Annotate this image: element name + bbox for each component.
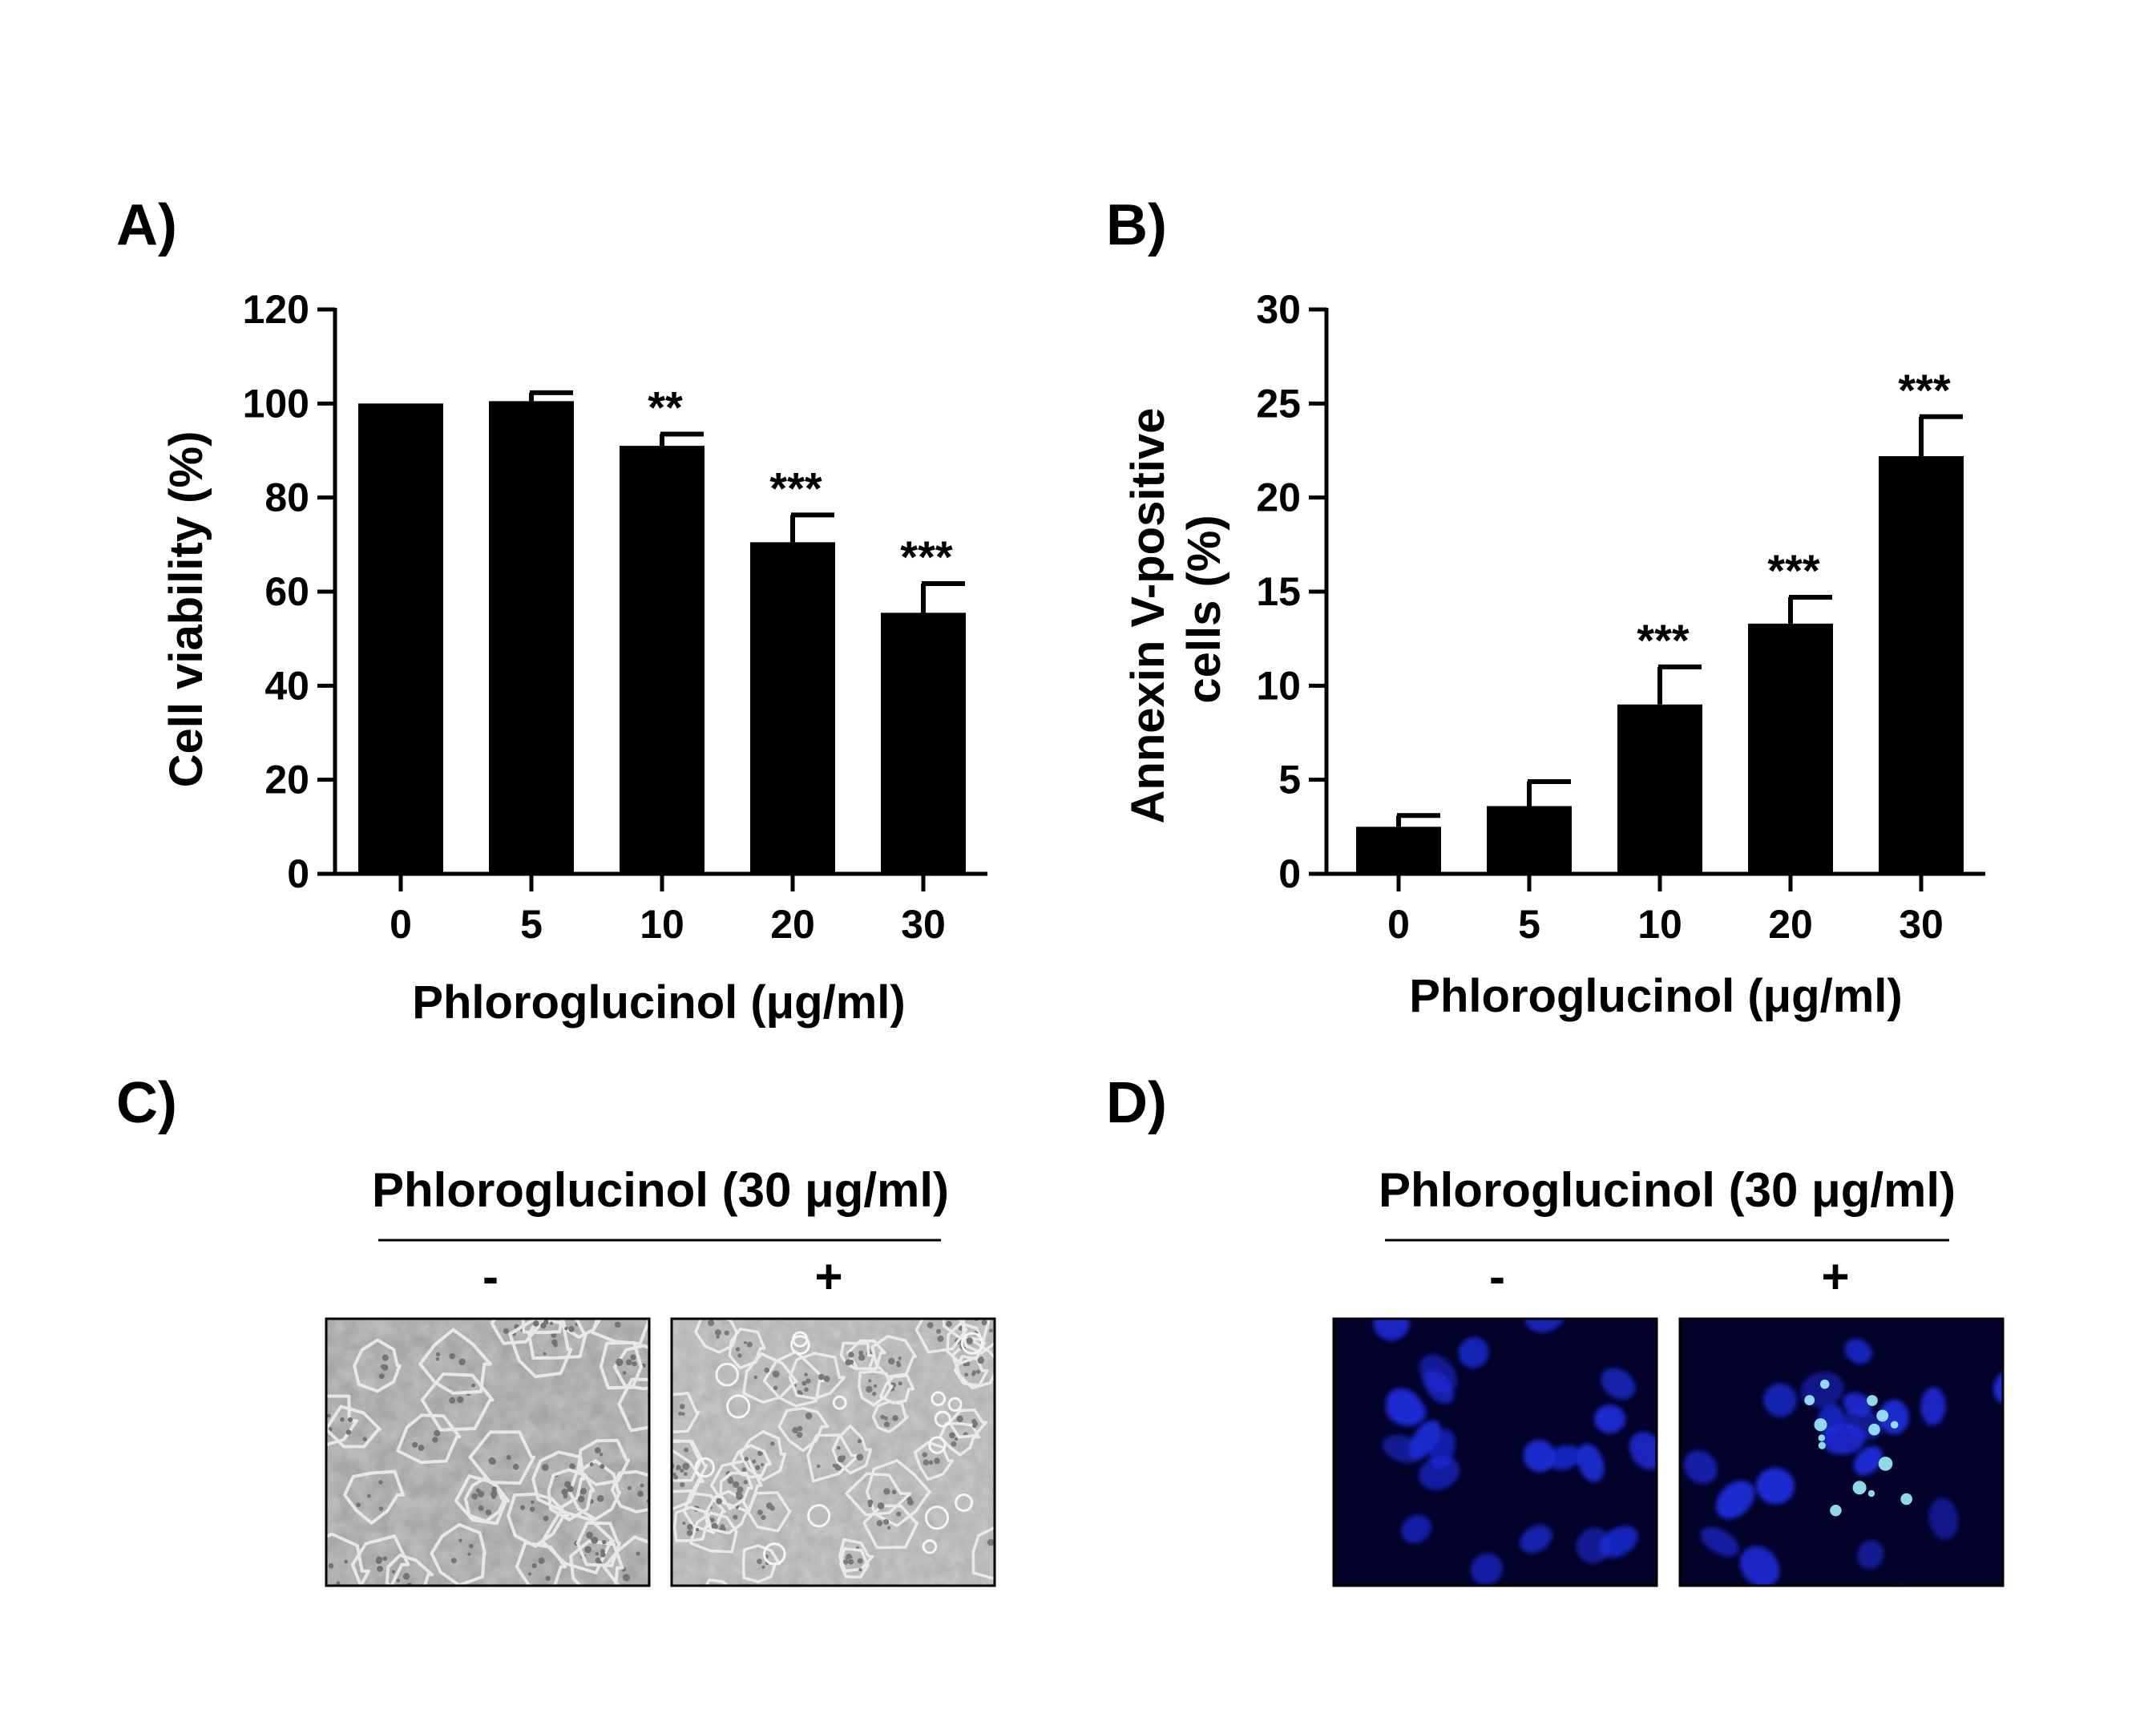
chart-b-x-tick-label: 20: [1768, 902, 1813, 947]
chart-b-annexin-positive: 0 5 10 15 20 25 30 0 5 10 *** 20 *** 30 *** Annexin V-…: [1122, 287, 1985, 1022]
chart-b-y-tick-label: 0: [1278, 851, 1301, 896]
chart-a-x-tick-label: 30: [901, 902, 946, 947]
chart-a-bar: [489, 401, 574, 874]
chart-a-y-tick-label: 40: [264, 663, 309, 708]
chart-b-y-axis-title: Annexin V-positive cells (%): [1122, 394, 1230, 823]
panel-c-treated-frame: [670, 1317, 996, 1587]
panel-d-treated-micrograph: [1680, 1319, 2003, 1586]
panel-letter-c: C): [116, 1071, 177, 1135]
chart-a-y-tick-label: 60: [264, 569, 309, 614]
chart-b-y-axis-title-line2: cells (%): [1178, 515, 1230, 703]
chart-a-x-axis-title: Phloroglucinol (μg/ml): [412, 976, 905, 1029]
panel-d-untreated-frame: [1332, 1317, 1658, 1587]
chart-b-y-tick-label: 5: [1278, 758, 1301, 802]
chart-a-x-tick-label: 0: [390, 902, 412, 947]
chart-b-y-axis-title-line1: Annexin V-positive: [1122, 408, 1174, 824]
chart-a-y-tick-label: 120: [243, 287, 309, 332]
chart-a-y-tick-label: 80: [264, 475, 309, 520]
panel-d-untreated-micrograph: [1334, 1319, 1657, 1586]
chart-b-y-tick-label: 30: [1256, 287, 1301, 332]
chart-b-x-tick-label: 10: [1637, 902, 1682, 947]
chart-b-x-tick-label: 5: [1518, 902, 1540, 947]
panel-c-treatment-label: Phloroglucinol (30 μg/ml): [372, 1163, 949, 1217]
chart-b-significance-label: ***: [1637, 615, 1690, 665]
panel-d-treated-frame: [1678, 1317, 2005, 1587]
chart-b-bar: [1487, 806, 1572, 874]
panel-letter-b: B): [1106, 193, 1167, 257]
chart-b-y-tick-label: 10: [1256, 663, 1301, 708]
chart-a-significance-label: ***: [769, 463, 822, 513]
chart-a-y-tick-label: 20: [264, 758, 309, 802]
panel-letter-a: A): [116, 193, 177, 257]
chart-b-y-tick-label: 20: [1256, 475, 1301, 520]
chart-a-significance-label: ***: [900, 532, 953, 582]
chart-a-x-tick-label: 10: [640, 902, 684, 947]
panel-c-untreated-label: -: [482, 1250, 499, 1304]
panel-c-untreated-frame: [325, 1317, 651, 1587]
chart-b-significance-label: ***: [1767, 545, 1820, 596]
chart-b-bar: [1879, 456, 1964, 874]
chart-b-significance-label: ***: [1898, 365, 1951, 415]
chart-b-x-tick-label: 30: [1899, 902, 1944, 947]
chart-a-x-tick-label: 5: [520, 902, 543, 947]
chart-b-x-axis-title: Phloroglucinol (μg/ml): [1409, 970, 1902, 1022]
chart-b-y-tick-label: 25: [1256, 381, 1301, 426]
chart-a-bar: [358, 403, 443, 874]
panel-d-fluorescence: Phloroglucinol (30 μg/ml) - +: [1332, 1163, 2005, 1587]
panel-c-untreated-micrograph: [326, 1319, 649, 1586]
chart-a-y-tick-label: 0: [287, 851, 309, 896]
panel-letter-d: D): [1106, 1071, 1167, 1135]
panel-c-treated-micrograph: [672, 1319, 995, 1586]
chart-b-bar: [1748, 623, 1833, 874]
chart-b-bar: [1617, 704, 1702, 874]
chart-b-x-tick-label: 0: [1387, 902, 1410, 947]
chart-a-bar: [881, 612, 966, 874]
chart-a-bar: [750, 542, 835, 874]
chart-a-bar: [620, 446, 705, 874]
chart-a-significance-label: **: [648, 382, 683, 432]
chart-b-y-tick-label: 15: [1256, 569, 1301, 614]
panel-d-treated-label: +: [1821, 1250, 1849, 1304]
chart-a-cell-viability: 0 20 40 60 80 100 120 0 5 10 ** 20 *** 30 *** Cell via…: [160, 287, 987, 1029]
chart-a-y-tick-label: 100: [243, 381, 309, 426]
panel-d-untreated-label: -: [1489, 1250, 1505, 1304]
chart-a-x-tick-label: 20: [770, 902, 815, 947]
panel-c-treated-label: +: [814, 1250, 842, 1304]
panel-d-treatment-label: Phloroglucinol (30 μg/ml): [1379, 1163, 1956, 1217]
chart-b-bar: [1356, 827, 1441, 874]
chart-a-y-axis-title: Cell viability (%): [160, 431, 212, 788]
panel-c-phase-contrast: Phloroglucinol (30 μg/ml) - +: [325, 1163, 996, 1587]
